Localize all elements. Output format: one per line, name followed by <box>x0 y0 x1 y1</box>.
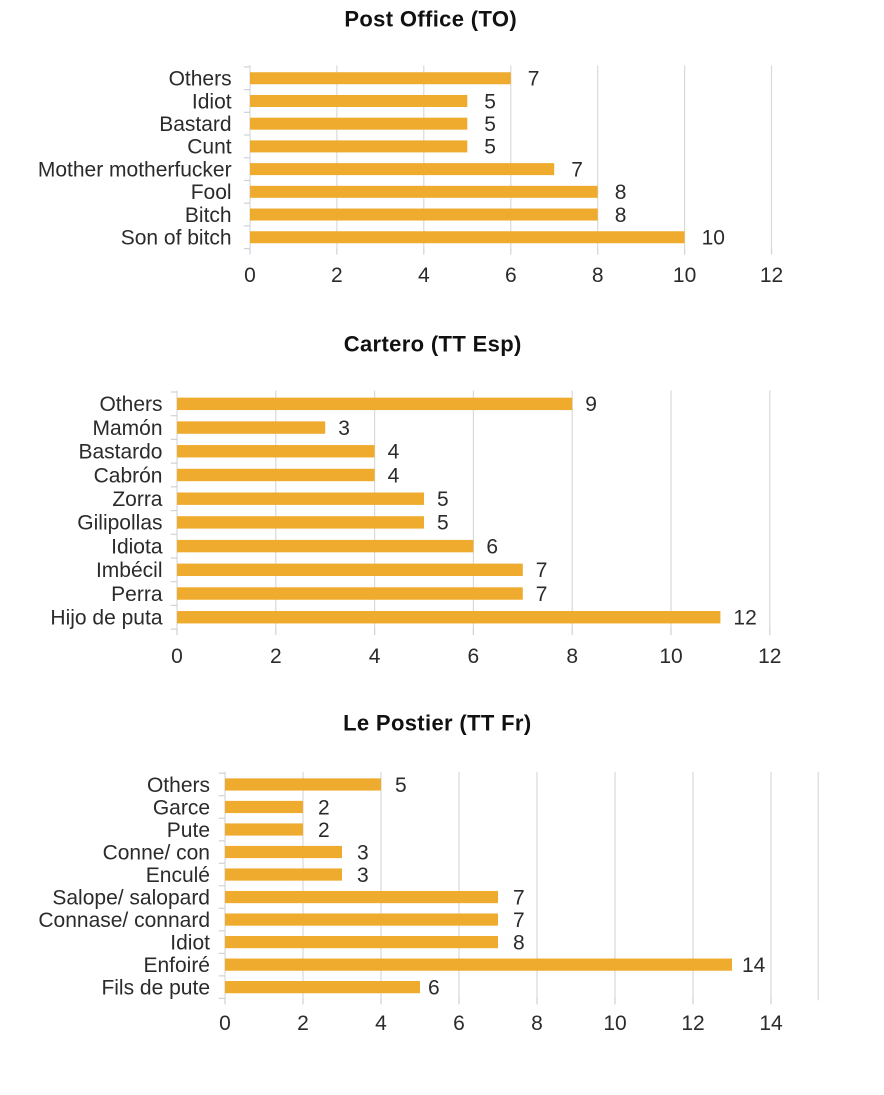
svg-text:Enculé: Enculé <box>146 864 210 887</box>
svg-text:Mother motherfucker: Mother motherfucker <box>38 158 232 181</box>
svg-text:14: 14 <box>742 954 766 977</box>
svg-text:2: 2 <box>270 645 282 668</box>
svg-text:0: 0 <box>244 264 256 287</box>
svg-text:4: 4 <box>418 264 430 287</box>
svg-text:2: 2 <box>297 1012 309 1035</box>
svg-text:7: 7 <box>528 68 540 91</box>
svg-text:Cabrón: Cabrón <box>94 464 163 487</box>
svg-text:12: 12 <box>760 264 783 287</box>
svg-text:Others: Others <box>99 393 162 416</box>
svg-text:10: 10 <box>702 227 725 250</box>
svg-text:8: 8 <box>592 264 604 287</box>
svg-text:6: 6 <box>453 1012 465 1035</box>
svg-text:Salope/ salopard: Salope/ salopard <box>52 886 210 909</box>
svg-text:6: 6 <box>428 976 440 999</box>
svg-text:5: 5 <box>395 774 407 797</box>
svg-text:9: 9 <box>585 393 597 416</box>
svg-text:Others: Others <box>147 774 210 797</box>
svg-text:7: 7 <box>513 909 525 932</box>
svg-text:Pute: Pute <box>167 819 210 842</box>
svg-text:12: 12 <box>758 645 781 668</box>
svg-text:2: 2 <box>331 264 343 287</box>
svg-text:8: 8 <box>615 181 627 204</box>
svg-text:Son of bitch: Son of bitch <box>121 227 232 250</box>
svg-text:Bitch: Bitch <box>185 204 232 227</box>
svg-text:0: 0 <box>171 645 183 668</box>
svg-text:Idiota: Idiota <box>111 535 163 558</box>
svg-text:Mamón: Mamón <box>92 417 162 440</box>
svg-text:Garce: Garce <box>153 796 210 819</box>
svg-text:7: 7 <box>536 559 548 582</box>
svg-text:Cunt: Cunt <box>187 136 232 159</box>
svg-text:Fool: Fool <box>191 181 232 204</box>
svg-text:3: 3 <box>357 841 369 864</box>
svg-text:4: 4 <box>388 464 400 487</box>
svg-text:2: 2 <box>318 819 330 842</box>
svg-text:Idiot: Idiot <box>170 931 210 954</box>
svg-text:Enfoiré: Enfoiré <box>143 954 210 977</box>
svg-text:7: 7 <box>571 158 583 181</box>
svg-text:Perra: Perra <box>111 583 163 606</box>
svg-text:Fils de pute: Fils de pute <box>101 976 210 999</box>
svg-text:Gilipollas: Gilipollas <box>77 512 162 535</box>
svg-text:Zorra: Zorra <box>112 488 162 511</box>
svg-text:6: 6 <box>486 535 498 558</box>
svg-text:Cartero (TT Esp): Cartero (TT Esp) <box>344 332 522 357</box>
svg-text:5: 5 <box>437 512 449 535</box>
svg-text:4: 4 <box>369 645 381 668</box>
svg-text:5: 5 <box>484 113 496 136</box>
svg-text:7: 7 <box>513 886 525 909</box>
svg-text:8: 8 <box>531 1012 543 1035</box>
svg-text:Post Office (TO): Post Office (TO) <box>344 6 517 31</box>
svg-text:10: 10 <box>603 1012 626 1035</box>
svg-text:14: 14 <box>759 1012 783 1035</box>
svg-text:6: 6 <box>505 264 517 287</box>
svg-text:4: 4 <box>375 1012 387 1035</box>
svg-text:8: 8 <box>513 931 525 954</box>
svg-text:10: 10 <box>673 264 696 287</box>
svg-text:Imbécil: Imbécil <box>96 559 163 582</box>
svg-text:4: 4 <box>388 441 400 464</box>
svg-text:3: 3 <box>338 417 350 440</box>
svg-text:3: 3 <box>357 864 369 887</box>
svg-text:12: 12 <box>681 1012 704 1035</box>
svg-text:6: 6 <box>468 645 480 668</box>
svg-text:8: 8 <box>566 645 578 668</box>
svg-text:0: 0 <box>219 1012 231 1035</box>
svg-text:5: 5 <box>437 488 449 511</box>
svg-text:Connase/ connard: Connase/ connard <box>38 909 210 932</box>
svg-text:5: 5 <box>484 90 496 113</box>
svg-text:7: 7 <box>536 583 548 606</box>
svg-text:Le Postier (TT Fr): Le Postier (TT Fr) <box>343 711 531 736</box>
svg-text:8: 8 <box>615 204 627 227</box>
svg-text:2: 2 <box>318 796 330 819</box>
svg-text:5: 5 <box>484 136 496 159</box>
svg-text:10: 10 <box>659 645 682 668</box>
svg-text:Bastardo: Bastardo <box>78 441 162 464</box>
svg-text:12: 12 <box>733 607 756 630</box>
svg-text:Idiot: Idiot <box>192 90 232 113</box>
svg-text:Hijo de puta: Hijo de puta <box>50 607 162 630</box>
svg-text:Others: Others <box>169 68 232 91</box>
svg-text:Conne/ con: Conne/ con <box>103 841 210 864</box>
svg-text:Bastard: Bastard <box>159 113 231 136</box>
